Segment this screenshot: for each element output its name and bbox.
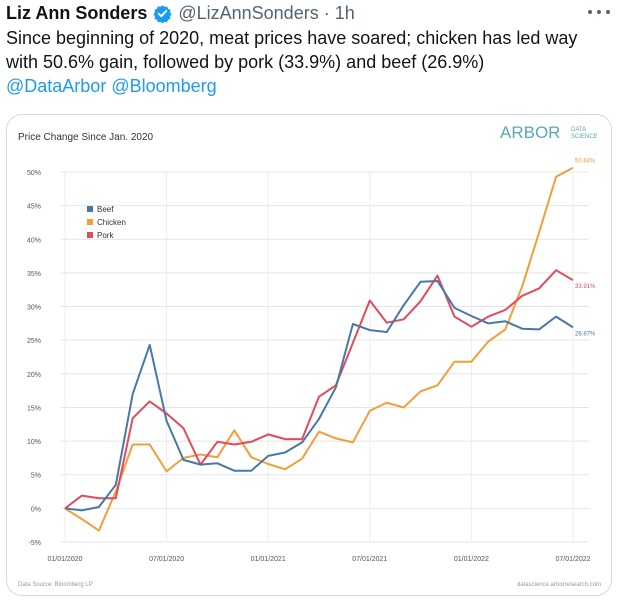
- legend-swatch-beef: [87, 206, 93, 212]
- tweet-header: Liz Ann Sonders @LizAnnSonders · 1h: [6, 1, 355, 25]
- series-line-chicken: [64, 166, 574, 532]
- grid-lines: [61, 171, 589, 543]
- x-axis: 01/01/2020 07/01/2020 01/01/2021 07/01/2021…: [47, 556, 590, 563]
- chart-legend: Beef Chicken Pork: [87, 205, 126, 240]
- tweet-mentions: @DataArbor @Bloomberg: [6, 74, 612, 98]
- data-source: Data Source: Bloomberg LP: [18, 582, 93, 588]
- y-tick-label: 40%: [27, 237, 41, 244]
- more-options-icon[interactable]: [588, 4, 610, 20]
- y-tick-label: 5%: [31, 473, 41, 480]
- legend-swatch-chicken: [87, 219, 93, 225]
- y-axis: -5% 0% 5% 10% 15% 20% 25% 30% 35% 40% 45% 50%: [27, 170, 41, 547]
- author-handle[interactable]: @LizAnnSonders: [178, 2, 319, 23]
- svg-text:DATA: DATA: [571, 127, 586, 133]
- separator-dot: ·: [323, 2, 330, 23]
- chart-image-card[interactable]: Price Change Since Jan. 2020 ARBOR DATA …: [6, 114, 612, 596]
- y-tick-label: -5%: [29, 540, 41, 547]
- tweet-time[interactable]: 1h: [334, 2, 355, 23]
- mention-bloomberg[interactable]: @Bloomberg: [111, 76, 217, 96]
- svg-text:SCIENCE: SCIENCE: [571, 134, 598, 140]
- mention-dataarbor[interactable]: @DataArbor: [6, 76, 107, 96]
- x-tick-label: 07/01/2020: [149, 556, 184, 563]
- series-line-pork: [64, 269, 574, 510]
- end-label-beef: 26.87%: [575, 331, 596, 337]
- end-labels: 26.87% 50.64% 33.91%: [575, 159, 596, 338]
- legend-label-beef: Beef: [97, 205, 114, 214]
- y-tick-label: 50%: [27, 170, 41, 177]
- legend-swatch-pork: [87, 232, 93, 238]
- y-tick-label: 30%: [27, 305, 41, 312]
- y-tick-label: 20%: [27, 372, 41, 379]
- y-tick-label: 35%: [27, 271, 41, 278]
- website-credit: datascience.arborresearch.com: [517, 582, 601, 588]
- line-chart: Price Change Since Jan. 2020 ARBOR DATA …: [7, 115, 611, 595]
- tweet-text: Since beginning of 2020, meat prices hav…: [6, 26, 612, 98]
- legend-label-chicken: Chicken: [97, 218, 126, 227]
- series-lines: [64, 166, 574, 532]
- x-tick-label: 07/01/2021: [352, 556, 387, 563]
- author-name[interactable]: Liz Ann Sonders: [6, 2, 148, 23]
- legend-label-pork: Pork: [97, 231, 114, 240]
- y-tick-label: 45%: [27, 204, 41, 211]
- series-line-beef: [64, 280, 574, 512]
- y-tick-label: 0%: [31, 506, 41, 513]
- x-tick-label: 01/01/2021: [251, 556, 286, 563]
- x-tick-label: 01/01/2022: [454, 556, 489, 563]
- verified-badge-icon: [153, 4, 172, 23]
- y-tick-label: 25%: [27, 338, 41, 345]
- end-label-chicken: 50.64%: [575, 159, 596, 165]
- x-tick-label: 01/01/2020: [47, 556, 82, 563]
- tweet-text-line-1: Since beginning of 2020, meat prices hav…: [6, 28, 578, 48]
- y-tick-label: 10%: [27, 439, 41, 446]
- x-tick-label: 07/01/2022: [555, 556, 590, 563]
- end-label-pork: 33.91%: [575, 284, 596, 290]
- tweet-text-line-2: with 50.6% gain, followed by pork (33.9%…: [6, 52, 485, 72]
- chart-title: Price Change Since Jan. 2020: [18, 132, 154, 143]
- y-tick-label: 15%: [27, 405, 41, 412]
- arbor-logo: ARBOR DATA SCIENCE: [500, 123, 598, 142]
- svg-text:ARBOR: ARBOR: [500, 123, 560, 142]
